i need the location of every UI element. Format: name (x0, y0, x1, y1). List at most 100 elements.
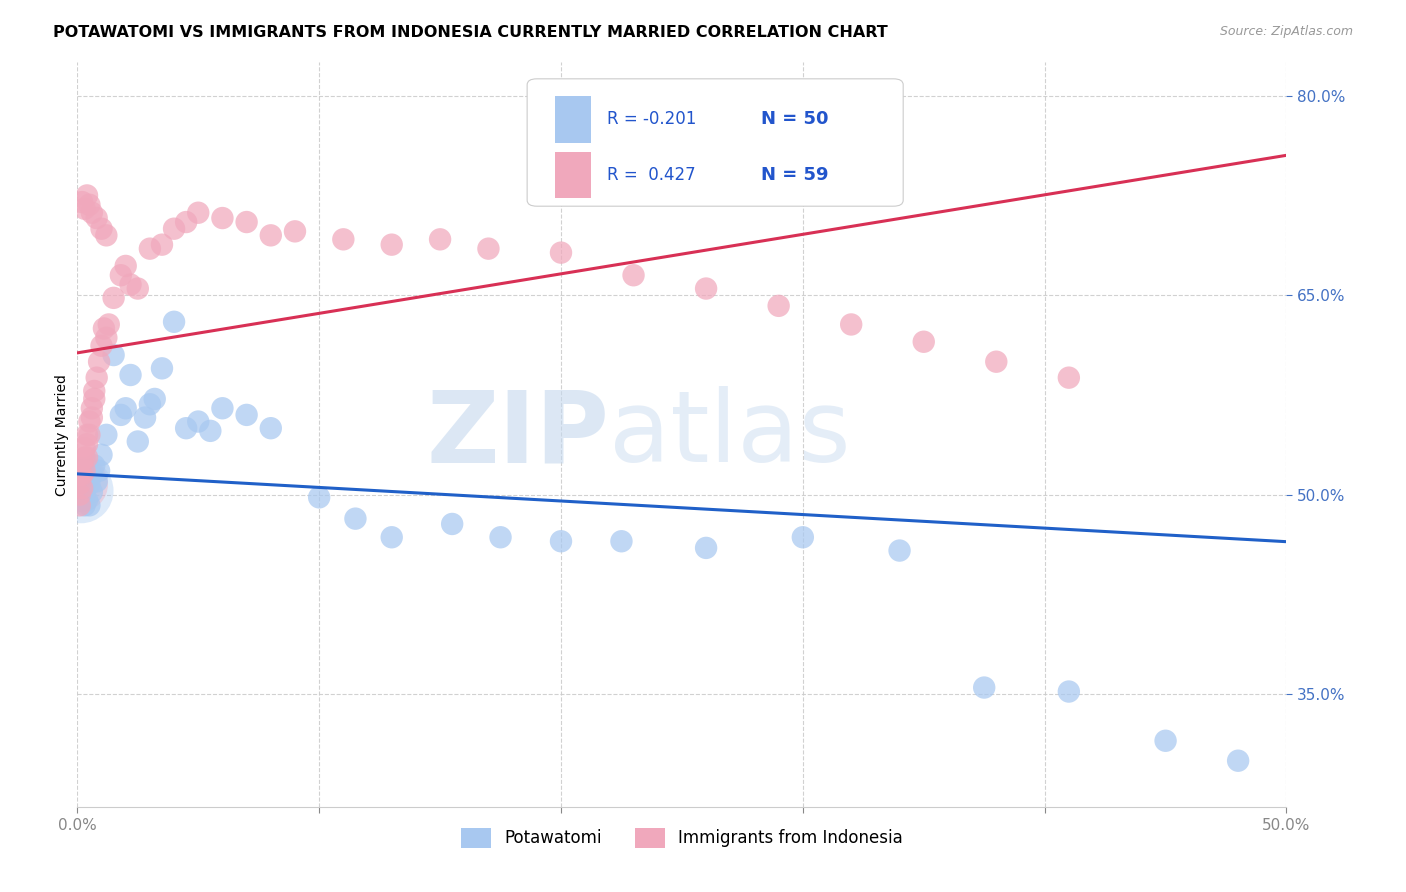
Point (1154, 733, 1177, 747)
Point (79, 198, 101, 212)
Text: Source: ZipAtlas.com: Source: ZipAtlas.com (1219, 25, 1353, 38)
Point (76, 427, 98, 442)
Point (86, 370, 108, 384)
Text: ZIP: ZIP (426, 386, 609, 483)
Point (174, 421, 197, 435)
Point (381, 530, 404, 544)
Point (768, 299, 790, 313)
Text: N = 59: N = 59 (761, 166, 828, 184)
Point (79, 415, 101, 429)
Point (187, 415, 209, 429)
Point (70, 195, 93, 210)
Point (792, 530, 814, 544)
Point (103, 291, 125, 305)
Point (90, 448, 112, 462)
Point (69, 467, 91, 482)
Point (80, 485, 103, 500)
Point (973, 681, 995, 695)
Point (163, 315, 186, 329)
Point (200, 424, 222, 438)
Point (143, 392, 166, 406)
Point (623, 268, 645, 283)
Point (986, 354, 1008, 368)
Point (73, 450, 96, 465)
Point (1227, 754, 1250, 768)
Point (96, 427, 118, 442)
Point (284, 224, 307, 238)
Point (79, 427, 101, 442)
Point (76, 493, 98, 508)
Point (76, 450, 98, 465)
Point (114, 401, 136, 416)
Point (83, 384, 105, 398)
Point (211, 211, 233, 225)
Point (110, 268, 132, 283)
Text: N = 50: N = 50 (761, 111, 828, 128)
Point (839, 318, 862, 332)
Point (90, 221, 112, 235)
Point (80, 410, 103, 425)
Y-axis label: Currently Married: Currently Married (55, 374, 69, 496)
Point (96, 331, 118, 345)
Point (429, 232, 451, 246)
Point (69, 477, 91, 491)
Text: R =  0.427: R = 0.427 (607, 166, 696, 184)
Point (93, 321, 115, 335)
Point (96, 228, 118, 243)
Point (489, 530, 512, 544)
Point (134, 410, 156, 425)
Point (70, 454, 93, 468)
Point (70, 481, 93, 495)
Point (235, 408, 257, 422)
Point (139, 397, 162, 411)
Point (69, 491, 91, 505)
Point (70, 494, 93, 508)
Point (1057, 370, 1080, 384)
Point (87, 354, 110, 368)
Point (103, 348, 125, 362)
Point (912, 334, 935, 349)
Point (120, 368, 142, 382)
Legend: Potawatomi, Immigrants from Indonesia: Potawatomi, Immigrants from Indonesia (454, 822, 910, 855)
Point (70, 483, 93, 498)
Point (127, 281, 149, 295)
Point (76, 472, 98, 486)
Point (70, 461, 93, 475)
Point (695, 281, 717, 295)
Point (80, 467, 103, 482)
Point (97, 318, 120, 332)
Bar (555, 152, 592, 198)
Point (79, 477, 101, 491)
Point (163, 221, 186, 235)
Point (73, 477, 96, 491)
Point (69, 481, 91, 495)
Point (73, 441, 96, 455)
Point (174, 215, 197, 229)
Point (308, 491, 330, 505)
Point (70, 467, 93, 482)
Point (90, 339, 112, 353)
Point (889, 543, 911, 558)
Point (86, 211, 108, 225)
Point (69, 488, 91, 502)
Point (76, 437, 98, 451)
Point (344, 511, 367, 525)
Point (114, 259, 136, 273)
Point (80, 401, 103, 416)
Point (381, 237, 404, 252)
Text: atlas: atlas (609, 386, 851, 483)
FancyBboxPatch shape (527, 78, 903, 206)
Point (477, 242, 499, 256)
Point (73, 464, 96, 478)
Point (120, 277, 142, 292)
Point (73, 499, 96, 513)
Text: POTAWATOMI VS IMMIGRANTS FROM INDONESIA CURRENTLY MARRIED CORRELATION CHART: POTAWATOMI VS IMMIGRANTS FROM INDONESIA … (53, 25, 889, 40)
Point (187, 205, 209, 219)
Point (87, 464, 110, 478)
Point (110, 408, 132, 422)
Point (441, 516, 464, 531)
Point (73, 202, 96, 216)
Bar (555, 96, 592, 143)
Point (211, 401, 233, 416)
Point (69, 477, 91, 491)
